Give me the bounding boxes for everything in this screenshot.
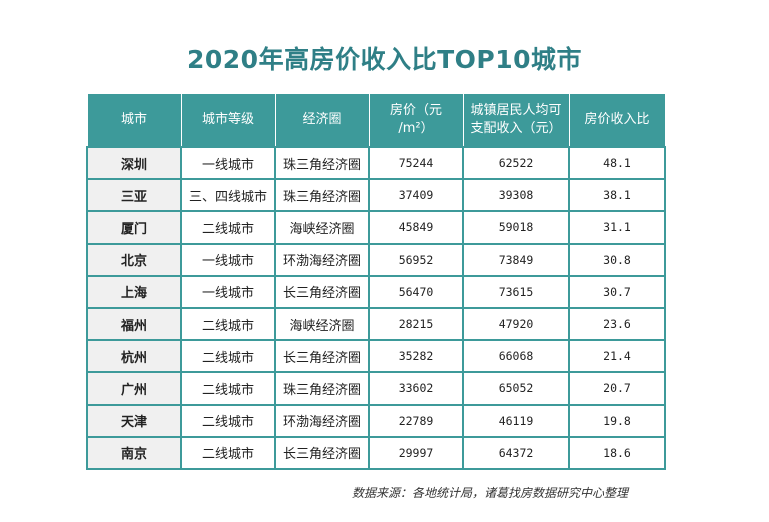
cell-tier: 二线城市 <box>180 306 276 342</box>
cell-tier: 一线城市 <box>180 145 276 181</box>
cell-price: 75244 <box>368 145 464 181</box>
cell-city: 杭州 <box>86 339 182 374</box>
cell-tier: 二线城市 <box>180 371 276 406</box>
header-price: 房价（元/m²） <box>368 93 464 148</box>
cell-ratio: 48.1 <box>568 145 666 181</box>
table-row: 北京 一线城市 环渤海经济圈 56952 73849 30.8 <box>86 242 666 277</box>
cell-price: 35282 <box>368 339 464 374</box>
cell-region: 环渤海经济圈 <box>274 403 370 438</box>
cell-ratio: 30.7 <box>568 274 666 309</box>
cell-income: 73615 <box>462 274 570 309</box>
header-price-line1: 房价（元 <box>389 103 442 119</box>
header-city: 城市 <box>86 93 182 148</box>
cell-income: 73849 <box>462 242 570 277</box>
cell-ratio: 18.6 <box>568 435 666 470</box>
cell-income: 65052 <box>462 371 570 406</box>
cell-income: 47920 <box>462 306 570 342</box>
cell-tier: 二线城市 <box>180 210 276 245</box>
table-row: 广州 二线城市 珠三角经济圈 33602 65052 20.7 <box>86 371 666 406</box>
cell-region: 珠三角经济圈 <box>274 145 370 181</box>
cell-region: 海峡经济圈 <box>274 306 370 342</box>
cell-price: 37409 <box>368 178 464 213</box>
cell-tier: 一线城市 <box>180 242 276 277</box>
header-tier: 城市等级 <box>180 93 276 148</box>
header-region: 经济圈 <box>274 93 370 148</box>
cell-region: 长三角经济圈 <box>274 274 370 309</box>
cell-price: 45849 <box>368 210 464 245</box>
table-row: 南京 二线城市 长三角经济圈 29997 64372 18.6 <box>86 435 666 470</box>
cell-income: 39308 <box>462 178 570 213</box>
table-header-row: 城市 城市等级 经济圈 房价（元/m²） 城镇居民人均可 支配收入（元） 房价收入… <box>86 93 666 148</box>
header-ratio: 房价收入比 <box>568 93 666 148</box>
page-title: 2020年高房价收入比TOP10城市 <box>187 45 582 74</box>
cell-region: 环渤海经济圈 <box>274 242 370 277</box>
cell-region: 海峡经济圈 <box>274 210 370 245</box>
table-body: 深圳 一线城市 珠三角经济圈 75244 62522 48.1 三亚 三、四线城市 珠三角经济圈… <box>86 145 666 470</box>
cell-price: 22789 <box>368 403 464 438</box>
header-income: 城镇居民人均可 支配收入（元） <box>462 93 570 148</box>
table-row: 上海 一线城市 长三角经济圈 56470 73615 30.7 <box>86 274 666 309</box>
cell-city: 福州 <box>86 306 182 342</box>
cell-tier: 二线城市 <box>180 435 276 470</box>
cell-tier: 二线城市 <box>180 339 276 374</box>
cell-city: 上海 <box>86 274 182 309</box>
cell-region: 珠三角经济圈 <box>274 178 370 213</box>
cell-price: 33602 <box>368 371 464 406</box>
cell-price: 56952 <box>368 242 464 277</box>
cell-price: 56470 <box>368 274 464 309</box>
cell-income: 59018 <box>462 210 570 245</box>
cell-ratio: 19.8 <box>568 403 666 438</box>
cell-city: 三亚 <box>86 178 182 213</box>
cell-ratio: 38.1 <box>568 178 666 213</box>
cell-city: 深圳 <box>86 145 182 181</box>
table-row: 天津 二线城市 环渤海经济圈 22789 46119 19.8 <box>86 403 666 438</box>
table-row: 厦门 二线城市 海峡经济圈 45849 59018 31.1 <box>86 210 666 245</box>
cell-region: 长三角经济圈 <box>274 435 370 470</box>
cell-city: 南京 <box>86 435 182 470</box>
table-row: 三亚 三、四线城市 珠三角经济圈 37409 39308 38.1 <box>86 178 666 213</box>
cell-region: 长三角经济圈 <box>274 339 370 374</box>
cell-ratio: 30.8 <box>568 242 666 277</box>
header-income-line2: 支配收入（元） <box>470 121 562 136</box>
cell-ratio: 31.1 <box>568 210 666 245</box>
cell-tier: 一线城市 <box>180 274 276 309</box>
cell-income: 64372 <box>462 435 570 470</box>
cell-price: 29997 <box>368 435 464 470</box>
cell-ratio: 21.4 <box>568 339 666 374</box>
cell-city: 天津 <box>86 403 182 438</box>
cell-city: 北京 <box>86 242 182 277</box>
data-table: 城市 城市等级 经济圈 房价（元/m²） 城镇居民人均可 支配收入（元） 房价收入… <box>86 93 666 470</box>
source-note: 数据来源：各地统计局，诸葛找房数据研究中心整理 <box>352 486 629 500</box>
cell-price: 28215 <box>368 306 464 342</box>
cell-income: 62522 <box>462 145 570 181</box>
cell-city: 厦门 <box>86 210 182 245</box>
cell-income: 46119 <box>462 403 570 438</box>
cell-income: 66068 <box>462 339 570 374</box>
cell-tier: 三、四线城市 <box>180 178 276 213</box>
cell-region: 珠三角经济圈 <box>274 371 370 406</box>
cell-ratio: 23.6 <box>568 306 666 342</box>
header-income-line1: 城镇居民人均可 <box>470 103 562 119</box>
table-row: 杭州 二线城市 长三角经济圈 35282 66068 21.4 <box>86 339 666 374</box>
table-row: 深圳 一线城市 珠三角经济圈 75244 62522 48.1 <box>86 145 666 181</box>
cell-ratio: 20.7 <box>568 371 666 406</box>
cell-city: 广州 <box>86 371 182 406</box>
cell-tier: 二线城市 <box>180 403 276 438</box>
header-price-line2: /m²） <box>398 121 434 136</box>
table-row: 福州 二线城市 海峡经济圈 28215 47920 23.6 <box>86 306 666 342</box>
